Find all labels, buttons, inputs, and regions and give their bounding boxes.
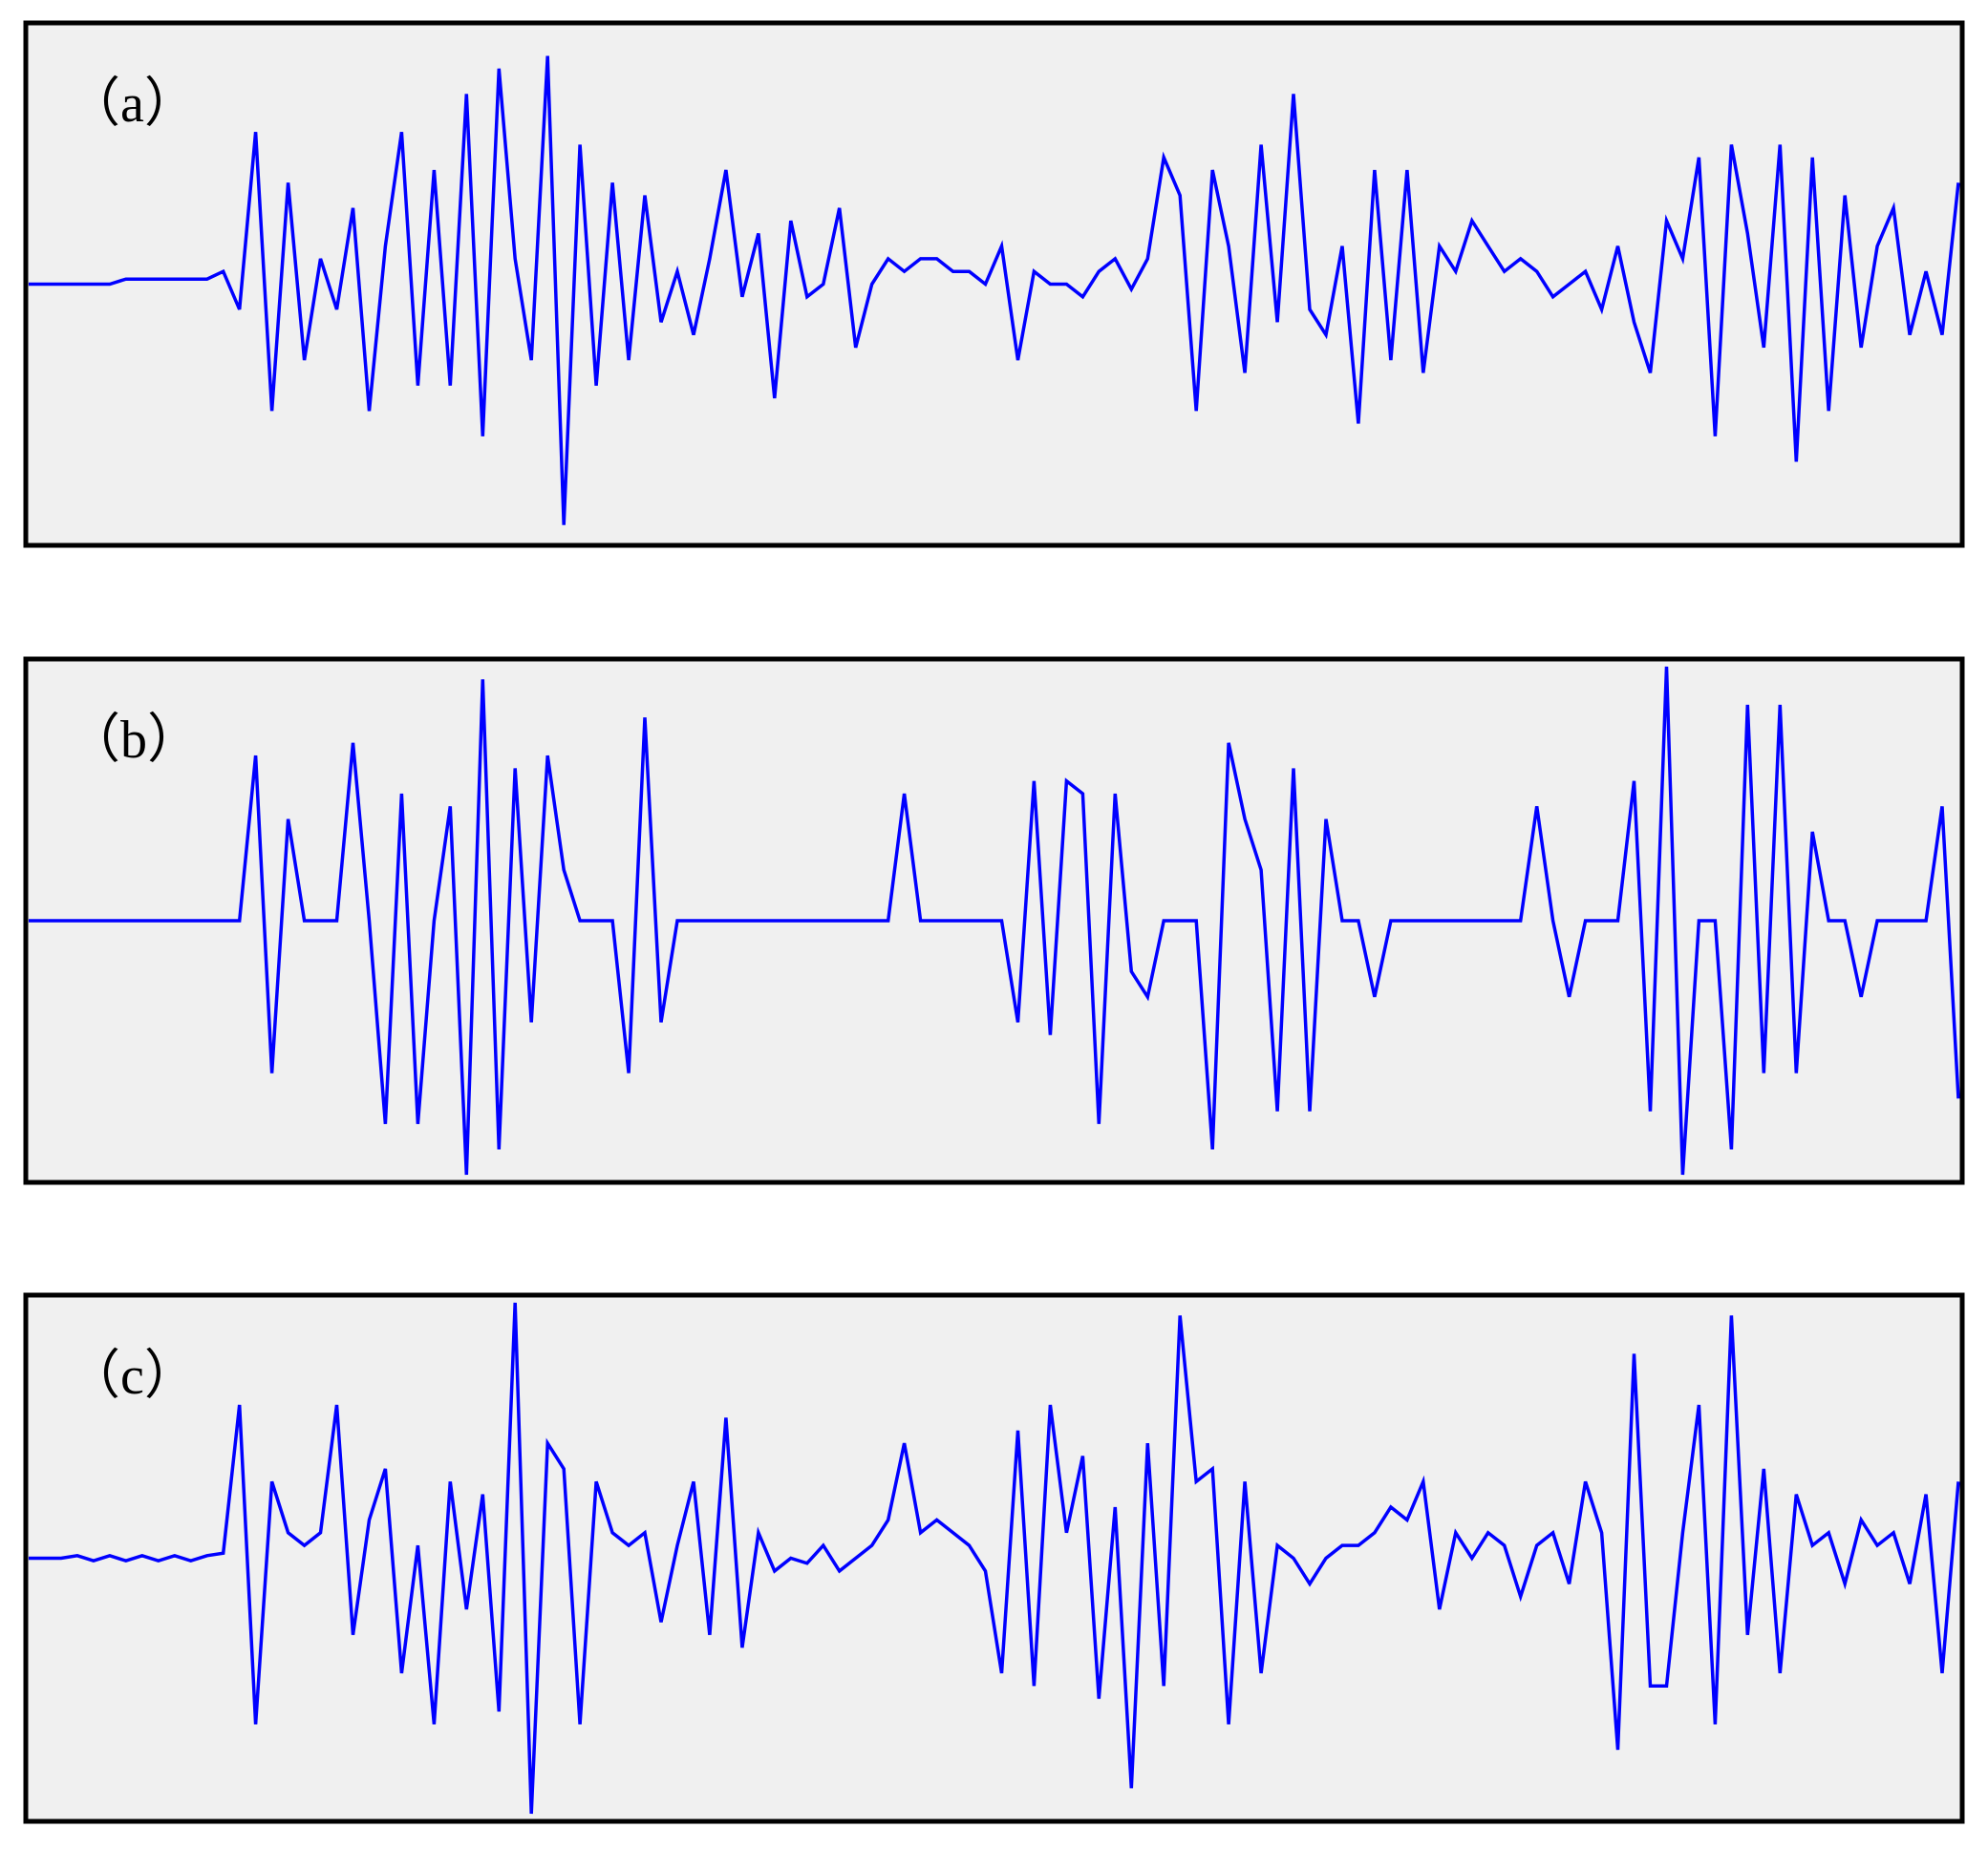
panel-label: （b） [67,711,201,770]
panel [26,23,1962,545]
signal-line [29,666,1960,1176]
panel-label: （a） [67,74,198,134]
signal-line [29,55,1960,525]
signal-line [29,1302,1960,1815]
panel-label: （c） [67,1347,198,1406]
panel [26,1295,1962,1821]
panel-border [23,656,1965,1185]
panel-border [23,20,1965,548]
panel-border [23,1292,1965,1824]
